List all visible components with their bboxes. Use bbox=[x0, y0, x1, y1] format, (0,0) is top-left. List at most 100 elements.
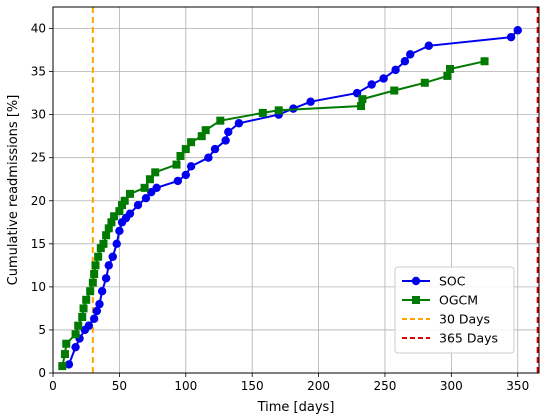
data-point bbox=[95, 299, 104, 309]
data-point bbox=[358, 95, 367, 104]
data-point bbox=[221, 136, 230, 145]
data-point bbox=[94, 252, 103, 261]
data-point bbox=[186, 162, 196, 171]
data-point bbox=[173, 176, 183, 186]
data-point bbox=[145, 175, 154, 184]
data-point bbox=[141, 193, 151, 203]
y-tick-label: 15 bbox=[31, 237, 46, 251]
y-tick-label: 35 bbox=[31, 65, 46, 79]
data-point bbox=[446, 65, 455, 74]
data-point bbox=[86, 287, 95, 296]
data-point bbox=[480, 57, 489, 66]
data-point bbox=[140, 183, 149, 192]
data-point bbox=[78, 313, 87, 322]
data-point bbox=[258, 108, 267, 117]
data-point bbox=[115, 207, 124, 216]
data-point bbox=[181, 170, 190, 180]
data-point bbox=[107, 218, 116, 227]
legend-label: SOC bbox=[439, 274, 466, 289]
data-point bbox=[110, 212, 119, 221]
data-point bbox=[201, 126, 210, 135]
data-point bbox=[204, 153, 213, 162]
data-point bbox=[391, 65, 400, 75]
data-point bbox=[71, 342, 80, 352]
data-point bbox=[74, 321, 83, 330]
series-ogcm bbox=[58, 57, 489, 371]
data-point bbox=[210, 144, 220, 154]
x-tick-label: 250 bbox=[374, 379, 397, 393]
data-point bbox=[234, 119, 244, 128]
data-point bbox=[172, 160, 181, 169]
data-point bbox=[197, 132, 206, 141]
legend-marker bbox=[411, 276, 421, 286]
data-point bbox=[187, 138, 196, 147]
data-point bbox=[115, 226, 124, 236]
data-point bbox=[420, 78, 429, 87]
data-point bbox=[118, 201, 127, 210]
y-tick-label: 10 bbox=[31, 280, 46, 294]
data-point bbox=[379, 74, 388, 83]
y-axis-label: Cumulative readmissions [%] bbox=[6, 95, 21, 286]
series-soc bbox=[64, 26, 522, 369]
x-tick-label: 0 bbox=[49, 379, 57, 393]
data-point bbox=[152, 183, 161, 193]
data-point bbox=[71, 330, 80, 339]
axis-ticks: 0 50 100 150 200 250 300 350 0 5 10 15 20 25 30 35 40 bbox=[31, 22, 529, 393]
data-point bbox=[58, 362, 67, 371]
data-point bbox=[274, 106, 283, 115]
data-point bbox=[306, 97, 315, 106]
series-layer bbox=[58, 26, 522, 371]
data-point bbox=[120, 196, 129, 205]
data-point bbox=[424, 41, 433, 50]
data-point bbox=[400, 57, 410, 66]
data-point bbox=[513, 26, 522, 35]
data-point bbox=[216, 116, 225, 125]
data-point bbox=[506, 32, 516, 42]
data-point bbox=[443, 71, 452, 80]
data-point bbox=[91, 261, 100, 270]
data-point bbox=[88, 278, 97, 287]
data-point bbox=[101, 274, 111, 283]
data-point bbox=[92, 306, 102, 316]
data-point bbox=[99, 239, 108, 248]
legend-box bbox=[394, 266, 515, 354]
y-tick-label: 0 bbox=[38, 366, 46, 380]
data-point bbox=[90, 269, 99, 278]
data-point bbox=[104, 224, 113, 233]
data-point bbox=[176, 151, 185, 160]
data-point bbox=[97, 286, 107, 296]
data-point bbox=[224, 127, 233, 137]
data-point bbox=[84, 321, 94, 330]
x-tick-label: 300 bbox=[440, 379, 463, 393]
y-tick-label: 20 bbox=[31, 194, 46, 208]
data-point bbox=[151, 168, 160, 177]
data-point bbox=[89, 314, 99, 323]
x-tick-label: 100 bbox=[174, 379, 197, 393]
data-point bbox=[60, 350, 69, 359]
x-tick-label: 350 bbox=[506, 379, 529, 393]
data-point bbox=[367, 80, 376, 89]
x-axis-label: Time [days] bbox=[257, 400, 335, 415]
y-tick-label: 5 bbox=[38, 323, 46, 337]
data-point bbox=[357, 102, 366, 111]
x-tick-label: 150 bbox=[241, 379, 264, 393]
y-tick-label: 30 bbox=[31, 108, 46, 122]
data-point bbox=[108, 252, 117, 261]
data-point bbox=[104, 261, 113, 270]
legend-label: 365 Days bbox=[439, 331, 498, 346]
legend-label: OGCM bbox=[439, 293, 478, 308]
x-tick-label: 200 bbox=[307, 379, 330, 393]
data-point bbox=[62, 339, 71, 348]
plot-frame bbox=[52, 6, 540, 374]
data-point bbox=[181, 145, 190, 154]
data-point bbox=[390, 86, 399, 95]
data-point bbox=[64, 360, 74, 369]
y-tick-label: 40 bbox=[31, 22, 46, 36]
legend-marker bbox=[412, 296, 420, 304]
legend: SOC OGCM 30 Days 365 Days bbox=[394, 266, 515, 354]
grid bbox=[52, 7, 539, 374]
data-point bbox=[79, 304, 88, 313]
data-point bbox=[112, 239, 121, 249]
x-tick-label: 50 bbox=[112, 379, 127, 393]
